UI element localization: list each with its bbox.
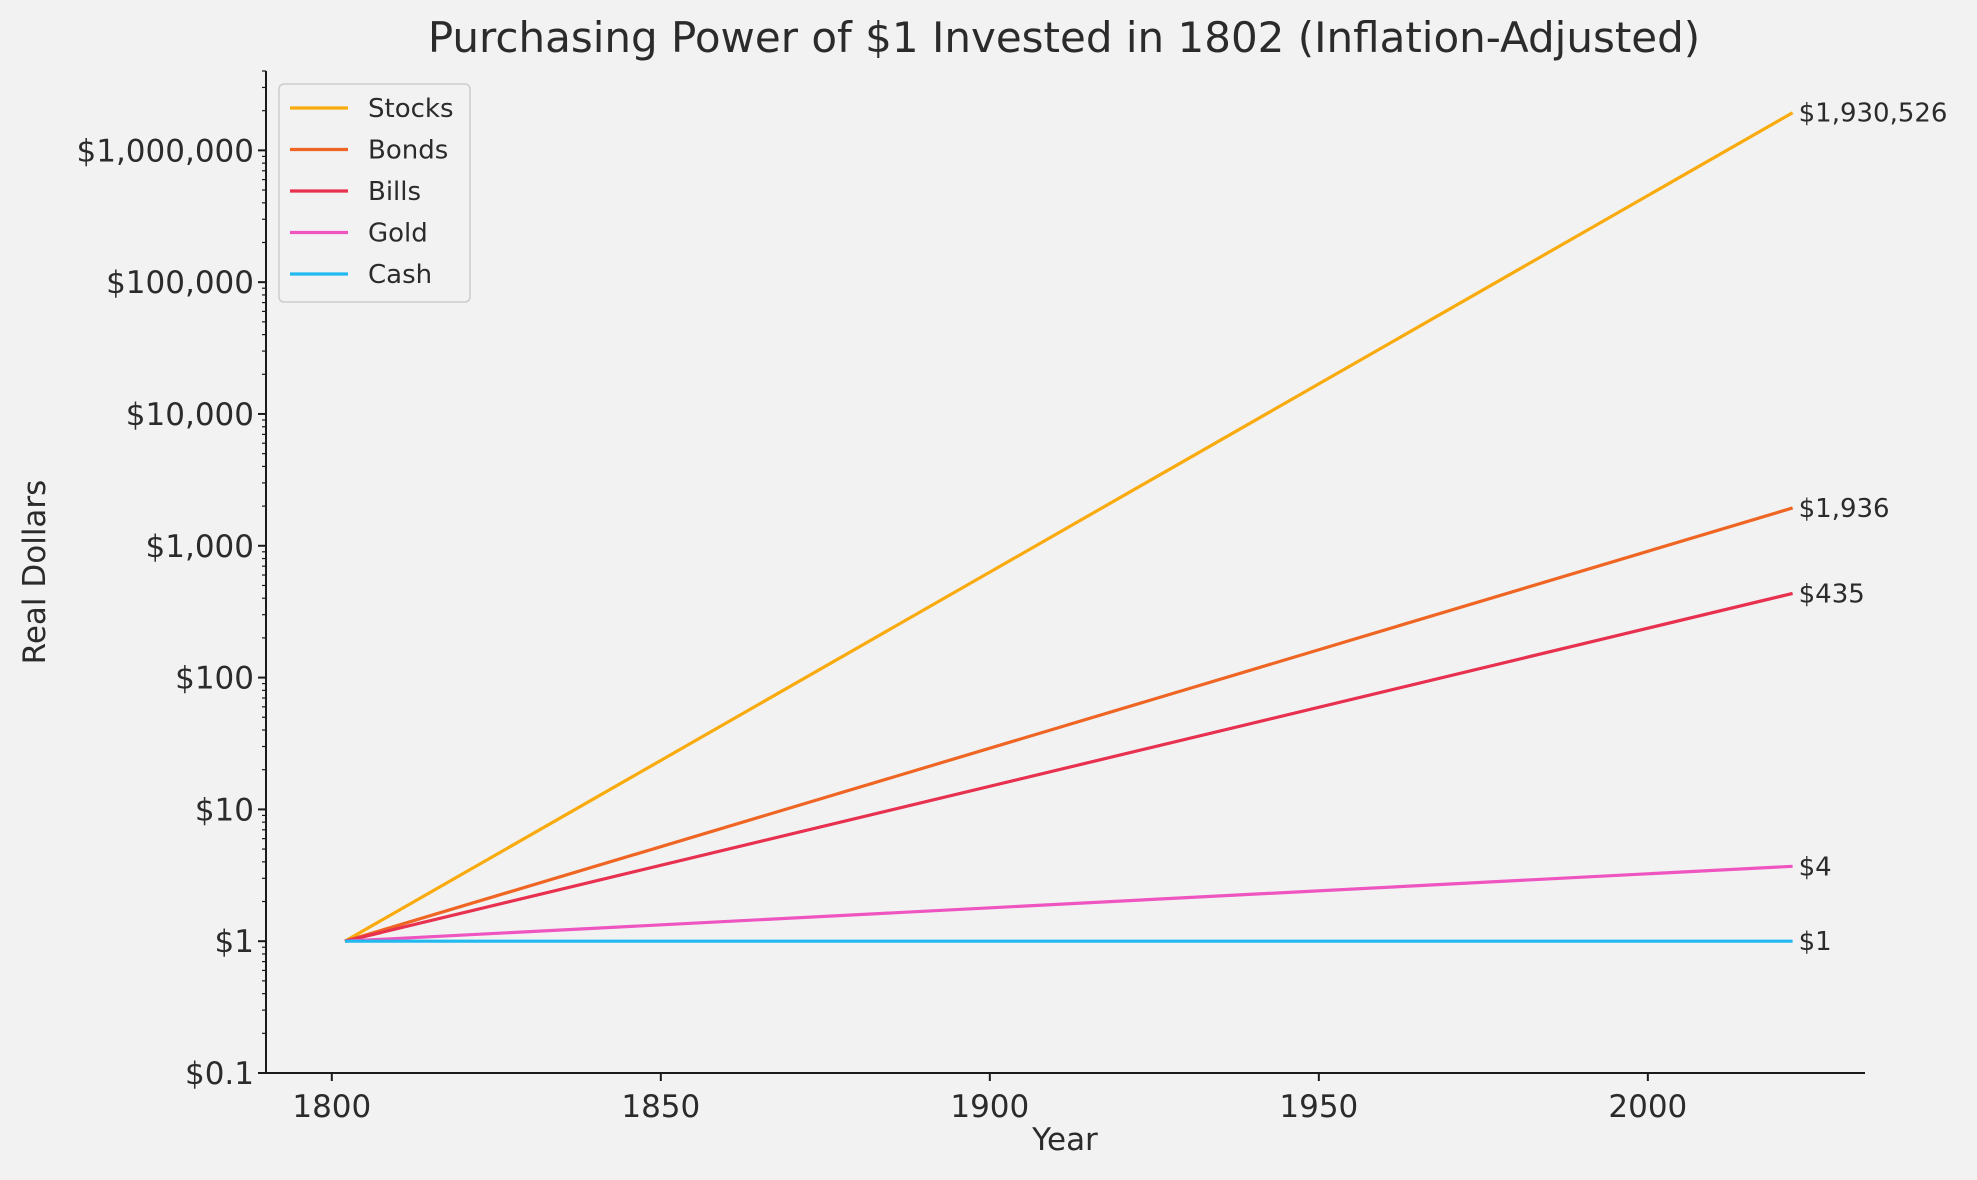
x-ticks: 1800 1850 1900 1950 2000	[292, 1073, 1687, 1125]
end-label-stocks: $1,930,526	[1799, 99, 1948, 129]
legend-label-cash: Cash	[368, 260, 432, 290]
legend: Stocks Bonds Bills Gold Cash	[278, 83, 471, 303]
series-line-bills	[344, 591, 1793, 943]
series-line-stocks	[344, 111, 1794, 943]
end-label-gold: $4	[1799, 852, 1832, 882]
end-labels: $1,930,526 $1,936 $435 $4 $1	[1799, 99, 1948, 957]
x-tick-label: 1800	[292, 1089, 371, 1125]
y-axis-label: Real Dollars	[17, 480, 53, 665]
legend-label-gold: Gold	[368, 219, 428, 249]
series-line-bonds	[344, 506, 1794, 943]
end-label-bonds: $1,936	[1799, 494, 1890, 524]
y-tick-label: $10,000	[126, 397, 254, 433]
x-tick-label: 1900	[950, 1089, 1029, 1125]
end-label-bills: $435	[1799, 579, 1865, 609]
series-line-gold	[344, 864, 1793, 943]
chart-title: Purchasing Power of $1 Invested in 1802 …	[428, 13, 1700, 62]
legend-label-bills: Bills	[368, 177, 421, 207]
x-tick-label: 1950	[1279, 1089, 1358, 1125]
x-tick-label: 1850	[621, 1089, 700, 1125]
y-tick-label: $1,000	[146, 529, 254, 565]
x-axis-label: Year	[1031, 1122, 1098, 1158]
x-tick-label: 2000	[1608, 1089, 1687, 1125]
y-tick-label: $100	[175, 661, 254, 697]
y-tick-label: $1,000,000	[77, 133, 255, 169]
y-tick-label: $0.1	[185, 1056, 254, 1092]
y-ticks: $0.1 $1 $10 $100 $1,000 $10,000 $100,000 $1,000…	[77, 133, 266, 1092]
y-tick-label: $100,000	[106, 265, 254, 301]
y-tick-label: $10	[195, 792, 254, 828]
y-tick-label: $1	[215, 924, 254, 960]
end-label-cash: $1	[1799, 927, 1832, 957]
legend-box	[278, 83, 471, 303]
y-minor-ticks	[262, 70, 266, 1034]
legend-label-stocks: Stocks	[368, 94, 454, 124]
plot-area	[344, 111, 1794, 943]
legend-label-bonds: Bonds	[368, 136, 448, 166]
